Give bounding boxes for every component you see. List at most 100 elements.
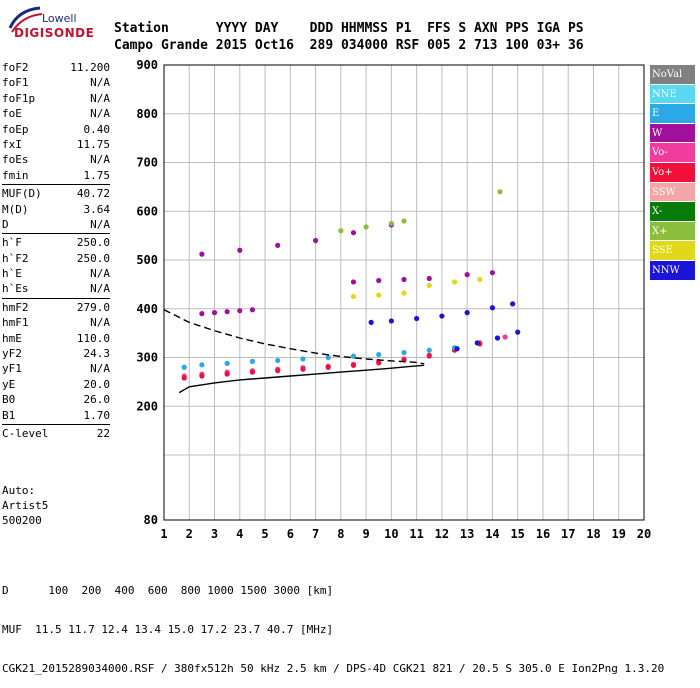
y-tick-label: 700 [136, 156, 158, 170]
param-value: N/A [90, 316, 110, 330]
data-point-vo- [249, 369, 256, 375]
parameters-panel: foF2 11.200 foF1 N/A foF1p N/A foE N/A foEp 0.40 f… [2, 60, 110, 441]
data-point-e [300, 356, 306, 362]
param-value: 24.3 [83, 347, 111, 361]
param-row: yF2 24.3 [2, 346, 110, 361]
swoosh-icon [8, 6, 43, 33]
data-point-w [464, 272, 470, 278]
data-point-w [401, 276, 407, 283]
param-row: yE 20.0 [2, 377, 110, 392]
data-point-w [376, 277, 382, 284]
data-point-w [199, 311, 205, 317]
auto-version: 500200 [2, 514, 42, 527]
param-value: N/A [90, 153, 110, 167]
data-point-w [312, 237, 319, 244]
param-value: 20.0 [83, 377, 111, 391]
param-label: hmE [2, 331, 22, 345]
param-value: 26.0 [83, 393, 111, 407]
param-value: 11.75 [76, 137, 110, 151]
x-tick-label: 4 [236, 527, 243, 541]
param-label: fxI [2, 137, 22, 151]
legend-item: Vo+ [650, 162, 695, 183]
data-point-w [199, 251, 205, 257]
param-value: 250.0 [76, 251, 110, 265]
footer-muf: MUF 11.5 11.7 12.4 13.4 15.0 17.2 23.7 4… [2, 623, 334, 636]
param-row: h`F2 250.0 [2, 251, 110, 266]
param-label: foEp [2, 122, 29, 136]
data-point-w [350, 230, 357, 236]
data-point-sse [451, 279, 458, 285]
auto-label: Auto: [2, 484, 36, 497]
data-point-e [224, 360, 230, 366]
param-value: 0.40 [83, 122, 111, 136]
param-value: N/A [90, 267, 110, 281]
x-tick-label: 9 [362, 527, 369, 541]
data-point-nnw [515, 329, 521, 335]
legend-item: SSW [650, 182, 695, 203]
param-separator [2, 423, 110, 425]
param-row: D N/A [2, 217, 110, 232]
param-label: foEs [2, 153, 29, 167]
auto-program: Artist5 [2, 499, 49, 512]
y-tick-label: 500 [136, 253, 158, 267]
param-label: foF2 [2, 61, 29, 74]
param-value: 110.0 [76, 331, 110, 345]
x-tick-label: 7 [312, 527, 319, 541]
x-tick-label: 1 [160, 527, 167, 541]
x-tick-label: 12 [435, 527, 449, 541]
param-value: 1.70 [83, 408, 111, 422]
param-row: foEp 0.40 [2, 122, 110, 137]
param-label: foF1 [2, 76, 29, 90]
dashed-profile-line [163, 309, 425, 365]
x-tick-label: 18 [586, 527, 600, 541]
data-point-w [249, 307, 256, 313]
ionogram-chart: 1 2 3 4 5 6 7 8 9 10 11 12 13 14 15 16 17 18 19 20802003004… [136, 58, 651, 541]
param-label: yF2 [2, 347, 22, 361]
x-tick-label: 11 [409, 527, 423, 541]
x-tick-label: 2 [186, 527, 193, 541]
data-point-nnw [439, 313, 445, 319]
footer-distance: D 100 200 400 600 800 1000 1500 3000 [km… [2, 584, 334, 597]
param-row: B0 26.0 [2, 392, 110, 407]
param-value: N/A [90, 362, 110, 376]
param-label: h`Es [2, 282, 29, 296]
y-tick-label: 200 [136, 399, 158, 413]
x-tick-label: 15 [510, 527, 524, 541]
param-value: 279.0 [76, 300, 110, 314]
param-label: yE [2, 377, 16, 391]
param-row: C-level 22 [2, 426, 110, 441]
param-value: 11.200 [70, 61, 110, 74]
data-point-vo- [275, 368, 281, 374]
data-point-e [426, 347, 432, 353]
data-point-nnw [414, 315, 420, 322]
data-point-e [249, 358, 256, 364]
data-point-w [237, 247, 243, 253]
param-separator [2, 297, 110, 299]
y-tick-label: 300 [136, 351, 158, 365]
data-point-nnw [489, 305, 496, 311]
param-value: N/A [90, 217, 110, 231]
data-point-x- [363, 224, 369, 230]
data-point-vo- [376, 360, 382, 366]
x-tick-label: 8 [337, 527, 344, 541]
param-row: foF2 11.200 [2, 60, 110, 75]
param-separator [2, 233, 110, 235]
param-row: foF1p N/A [2, 91, 110, 106]
x-tick-label: 19 [612, 527, 626, 541]
x-tick-label: 3 [211, 527, 218, 541]
legend-item: X+ [650, 221, 695, 242]
header-labels: Station YYYY DAY DDD HHMMSS P1 FFS S AXN… [114, 21, 584, 36]
plot-frame [163, 64, 645, 521]
param-label: hmF1 [2, 316, 29, 330]
data-point-sse [350, 293, 357, 300]
x-tick-label: 16 [536, 527, 550, 541]
data-point-e [350, 353, 357, 359]
param-value: N/A [90, 107, 110, 121]
data-point-nnw [454, 346, 460, 352]
param-label: B0 [2, 393, 16, 407]
param-row: foF1 N/A [2, 75, 110, 90]
data-point-vo- [325, 364, 331, 370]
header-values: Campo Grande 2015 Oct16 289 034000 RSF 0… [114, 38, 584, 53]
param-row: hmE 110.0 [2, 331, 110, 346]
data-point-w [426, 275, 432, 282]
